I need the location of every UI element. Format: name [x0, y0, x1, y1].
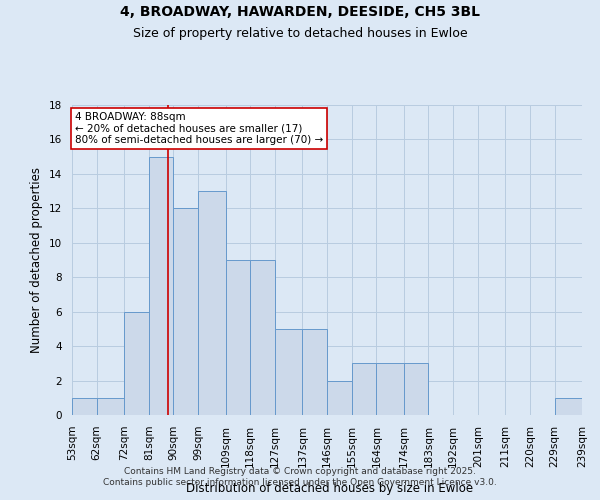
Bar — [149, 156, 173, 415]
Bar — [97, 398, 124, 415]
Bar — [327, 380, 352, 415]
Text: Contains HM Land Registry data © Crown copyright and database right 2025.
Contai: Contains HM Land Registry data © Crown c… — [103, 468, 497, 487]
Bar — [173, 208, 198, 415]
Text: Size of property relative to detached houses in Ewloe: Size of property relative to detached ho… — [133, 28, 467, 40]
Bar — [302, 329, 327, 415]
Bar — [404, 364, 428, 415]
Y-axis label: Number of detached properties: Number of detached properties — [31, 167, 43, 353]
Bar — [275, 329, 302, 415]
Bar — [376, 364, 404, 415]
Bar — [198, 191, 226, 415]
Text: 4 BROADWAY: 88sqm
← 20% of detached houses are smaller (17)
80% of semi-detached: 4 BROADWAY: 88sqm ← 20% of detached hous… — [75, 112, 323, 145]
Text: Distribution of detached houses by size in Ewloe: Distribution of detached houses by size … — [187, 482, 473, 495]
Text: 4, BROADWAY, HAWARDEN, DEESIDE, CH5 3BL: 4, BROADWAY, HAWARDEN, DEESIDE, CH5 3BL — [120, 5, 480, 19]
Bar — [554, 398, 582, 415]
Bar — [72, 398, 97, 415]
Bar — [250, 260, 275, 415]
Bar — [352, 364, 376, 415]
Bar — [226, 260, 250, 415]
Bar — [124, 312, 149, 415]
